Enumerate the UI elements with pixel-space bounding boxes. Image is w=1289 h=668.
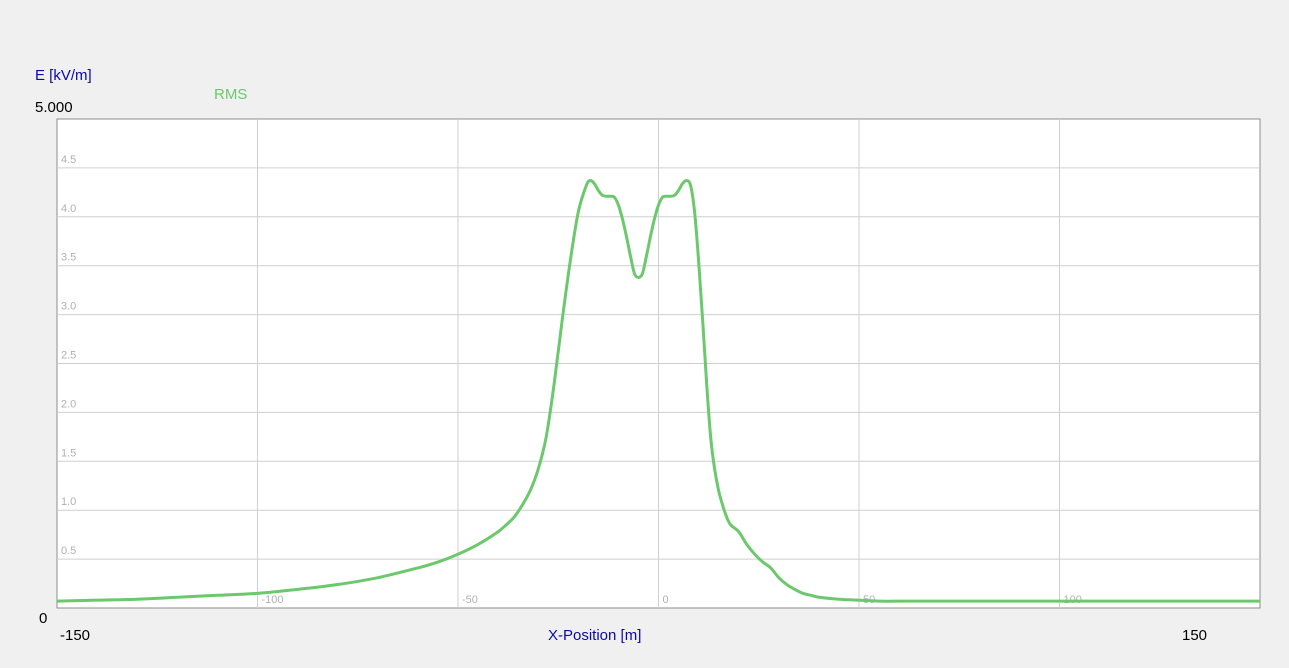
y-tick-label: 4.0 bbox=[61, 203, 76, 215]
y-tick-label: 3.5 bbox=[61, 252, 76, 264]
y-tick-label: 2.0 bbox=[61, 398, 76, 410]
y-tick-label: 1.0 bbox=[61, 496, 76, 508]
x-tick-label: -50 bbox=[462, 594, 478, 606]
x-tick-label: 0 bbox=[663, 594, 669, 606]
y-tick-label: 2.5 bbox=[61, 350, 76, 362]
y-tick-label: 1.5 bbox=[61, 447, 76, 459]
x-tick-label: -100 bbox=[262, 594, 284, 606]
y-tick-label: 4.5 bbox=[61, 154, 76, 166]
y-tick-label: 3.0 bbox=[61, 301, 76, 313]
y-tick-label: 0.5 bbox=[61, 545, 76, 557]
